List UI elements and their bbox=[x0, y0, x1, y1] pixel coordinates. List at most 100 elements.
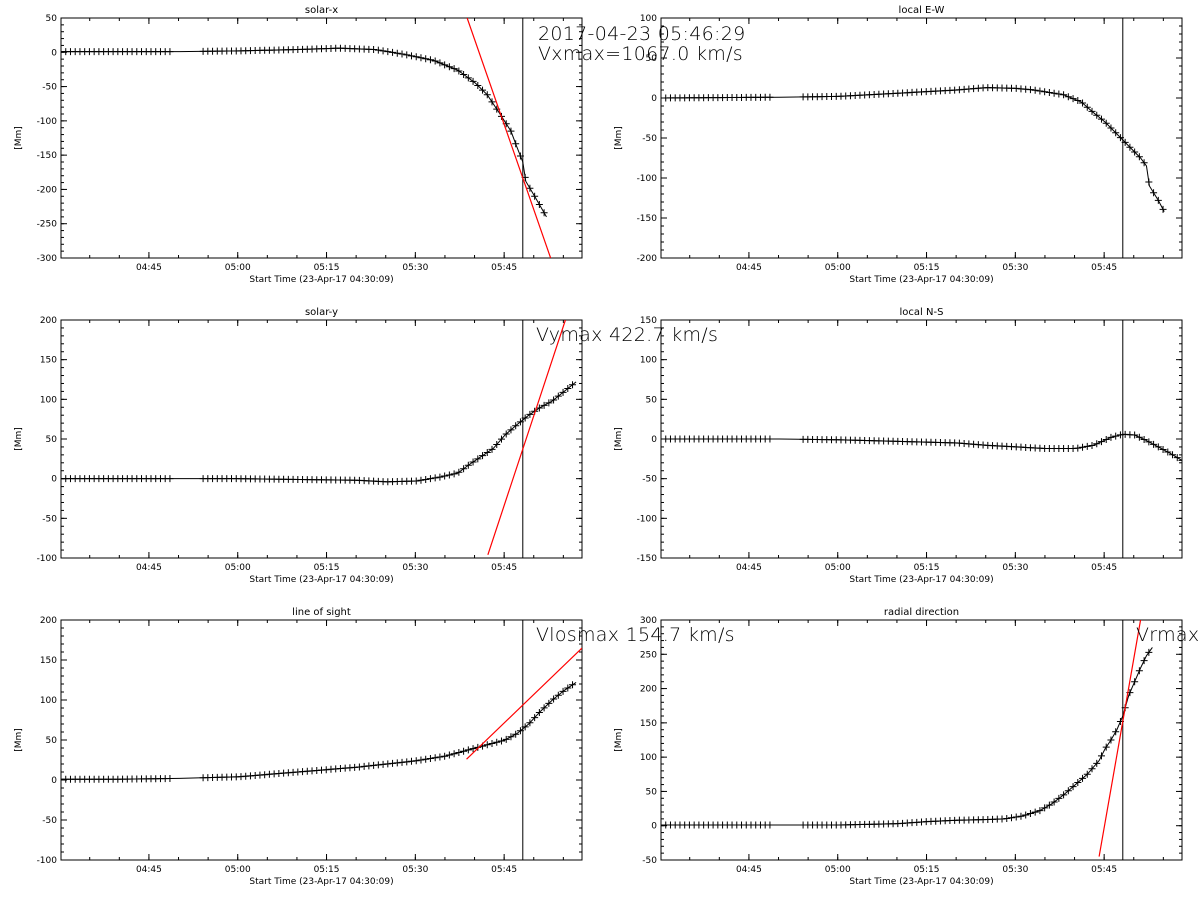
data-point bbox=[1045, 801, 1053, 809]
data-point bbox=[398, 50, 406, 58]
data-point bbox=[1131, 148, 1139, 156]
chart-title: local N-S bbox=[900, 307, 944, 318]
data-point bbox=[559, 687, 567, 695]
data-point bbox=[1097, 438, 1105, 446]
data-point bbox=[507, 426, 515, 434]
data-point bbox=[1178, 456, 1182, 464]
data-point bbox=[1003, 814, 1011, 822]
data-point bbox=[166, 775, 174, 783]
y-tick-label: 200 bbox=[640, 685, 657, 695]
data-point bbox=[474, 81, 482, 89]
x-axis-label: Start Time (23-Apr-17 04:30:09) bbox=[849, 275, 993, 285]
y-tick-label: 50 bbox=[46, 435, 58, 445]
y-tick-label: 0 bbox=[51, 48, 57, 58]
data-point bbox=[1060, 91, 1068, 99]
data-point bbox=[1145, 648, 1153, 656]
x-tick-label: 04:45 bbox=[136, 263, 162, 273]
data-point bbox=[1140, 657, 1148, 665]
data-point bbox=[403, 758, 411, 766]
data-point bbox=[422, 755, 430, 763]
y-tick-label: -50 bbox=[42, 514, 57, 524]
data-point bbox=[1112, 129, 1120, 137]
y-tick-label: -50 bbox=[642, 475, 657, 485]
data-point bbox=[1135, 433, 1143, 441]
y-tick-label: 100 bbox=[640, 356, 657, 366]
data-point bbox=[422, 475, 430, 483]
data-point bbox=[1060, 791, 1068, 799]
data-point bbox=[1097, 752, 1105, 760]
data-point bbox=[521, 723, 529, 731]
data-point bbox=[766, 821, 774, 829]
x-tick-label: 05:15 bbox=[914, 865, 940, 875]
data-point bbox=[469, 458, 477, 466]
data-point bbox=[1055, 794, 1063, 802]
chart-title: line of sight bbox=[292, 607, 351, 618]
data-point bbox=[1093, 111, 1101, 119]
data-point bbox=[1107, 124, 1115, 132]
series-line bbox=[61, 47, 547, 218]
data-point bbox=[512, 140, 520, 148]
x-tick-label: 05:00 bbox=[825, 263, 851, 273]
data-point bbox=[431, 474, 439, 482]
data-point bbox=[460, 747, 468, 755]
x-axis-label: Start Time (23-Apr-17 04:30:09) bbox=[249, 575, 393, 585]
y-tick-label: 0 bbox=[651, 94, 657, 104]
data-point bbox=[464, 74, 472, 82]
data-point bbox=[379, 47, 387, 55]
data-point bbox=[1159, 205, 1167, 213]
y-tick-label: -200 bbox=[637, 254, 658, 264]
y-tick-label: -150 bbox=[637, 554, 658, 564]
data-point bbox=[1169, 451, 1177, 459]
fit-line bbox=[487, 320, 566, 556]
data-point bbox=[535, 708, 543, 716]
data-point bbox=[564, 385, 572, 393]
panel-5: line of sight -100 -50 0 50 100 150 200 04:45 05:… bbox=[14, 607, 735, 887]
data-point bbox=[1140, 435, 1148, 443]
data-point bbox=[516, 152, 524, 160]
y-tick-label: -50 bbox=[642, 134, 657, 144]
y-axis-label: [Mm] bbox=[614, 126, 624, 150]
data-point bbox=[545, 399, 553, 407]
data-point bbox=[1135, 667, 1143, 675]
data-point bbox=[1112, 432, 1120, 440]
data-point bbox=[431, 57, 439, 65]
x-axis-label: Start Time (23-Apr-17 04:30:09) bbox=[849, 877, 993, 887]
data-point bbox=[1159, 445, 1167, 453]
x-axis-label: Start Time (23-Apr-17 04:30:09) bbox=[849, 575, 993, 585]
y-tick-label: 50 bbox=[646, 787, 658, 797]
x-tick-label: 05:00 bbox=[825, 865, 851, 875]
data-point bbox=[507, 127, 515, 135]
y-tick-label: 0 bbox=[651, 435, 657, 445]
data-point bbox=[407, 757, 415, 765]
data-point bbox=[1097, 115, 1105, 123]
data-point bbox=[412, 477, 420, 485]
y-tick-label: -100 bbox=[37, 117, 58, 127]
x-tick-label: 05:45 bbox=[491, 263, 517, 273]
fit-line bbox=[466, 647, 582, 760]
fit-line bbox=[1098, 620, 1142, 857]
data-point bbox=[398, 758, 406, 766]
data-point bbox=[1079, 99, 1087, 107]
x-tick-label: 05:30 bbox=[402, 263, 428, 273]
x-tick-label: 05:00 bbox=[225, 865, 251, 875]
data-point bbox=[474, 455, 482, 463]
data-point bbox=[436, 753, 444, 761]
velocity-annotation: Vymax 422.7 km/s bbox=[536, 324, 718, 346]
data-point bbox=[1102, 743, 1110, 751]
data-point bbox=[166, 48, 174, 56]
data-point bbox=[1064, 93, 1072, 101]
data-point bbox=[516, 418, 524, 426]
data-point bbox=[483, 91, 491, 99]
data-point bbox=[166, 475, 174, 483]
y-tick-label: -50 bbox=[42, 816, 57, 826]
x-tick-label: 05:45 bbox=[1091, 865, 1117, 875]
velocity-annotation: Vxmax=1067.0 km/s bbox=[538, 43, 743, 65]
data-point bbox=[507, 733, 515, 741]
y-tick-label: -250 bbox=[37, 220, 58, 230]
data-point bbox=[526, 184, 534, 192]
x-tick-label: 05:15 bbox=[314, 563, 340, 573]
y-axis-label: [Mm] bbox=[614, 427, 624, 451]
data-point bbox=[374, 46, 382, 54]
data-layer bbox=[61, 620, 582, 860]
data-point bbox=[445, 63, 453, 71]
